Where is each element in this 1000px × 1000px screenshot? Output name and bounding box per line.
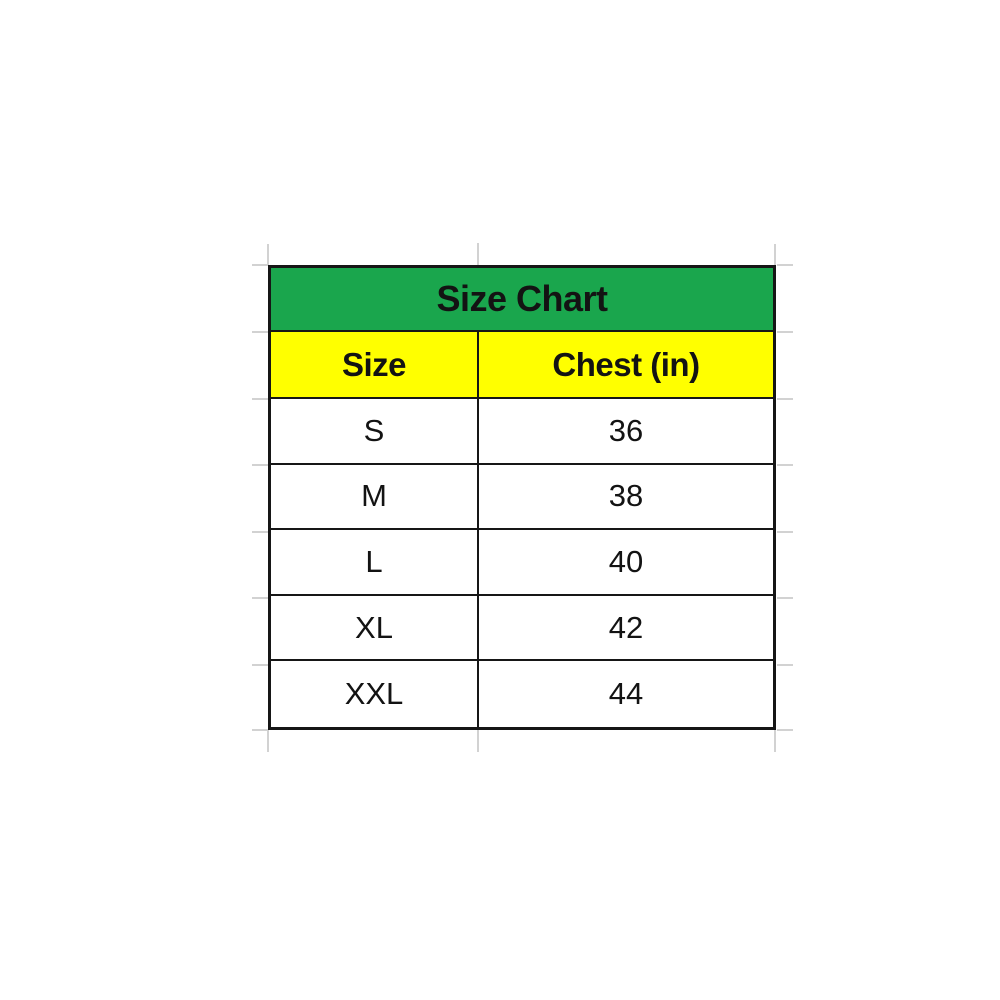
gridline-tick (252, 264, 268, 266)
gridline-tick (252, 597, 268, 599)
chest-cell-m: 38 (479, 464, 773, 531)
size-cell-xl: XL (271, 595, 479, 662)
gridline-tick (774, 730, 776, 752)
gridline-tick (477, 730, 479, 752)
chest-cell-l: 40 (479, 530, 773, 596)
column-header-chest: Chest (in) (479, 332, 773, 399)
gridline-tick (777, 531, 793, 533)
size-chart-table: Size Chart Size Chest (in) S 36 M 38 L 4… (268, 265, 776, 730)
chest-cell-xl: 42 (479, 595, 773, 662)
gridline-tick (774, 244, 776, 265)
size-cell-xxl: XXL (271, 661, 479, 727)
gridline-tick (777, 597, 793, 599)
gridline-tick (252, 729, 268, 731)
size-cell-s: S (271, 399, 479, 465)
gridline-tick (777, 664, 793, 666)
chest-cell-s: 36 (479, 399, 773, 465)
gridline-tick (252, 398, 268, 400)
size-cell-l: L (271, 530, 479, 596)
gridline-tick (252, 664, 268, 666)
gridline-tick (267, 730, 269, 752)
gridline-tick (777, 264, 793, 266)
gridline-tick (777, 729, 793, 731)
gridline-tick (267, 244, 269, 265)
column-header-size: Size (271, 332, 479, 399)
gridline-tick (252, 331, 268, 333)
table-title: Size Chart (271, 268, 773, 332)
size-cell-m: M (271, 464, 479, 531)
chest-cell-xxl: 44 (479, 661, 773, 727)
gridline-tick (777, 398, 793, 400)
gridline-tick (477, 243, 479, 265)
gridline-tick (777, 464, 793, 466)
gridline-tick (252, 464, 268, 466)
gridline-tick (777, 331, 793, 333)
gridline-tick (252, 531, 268, 533)
